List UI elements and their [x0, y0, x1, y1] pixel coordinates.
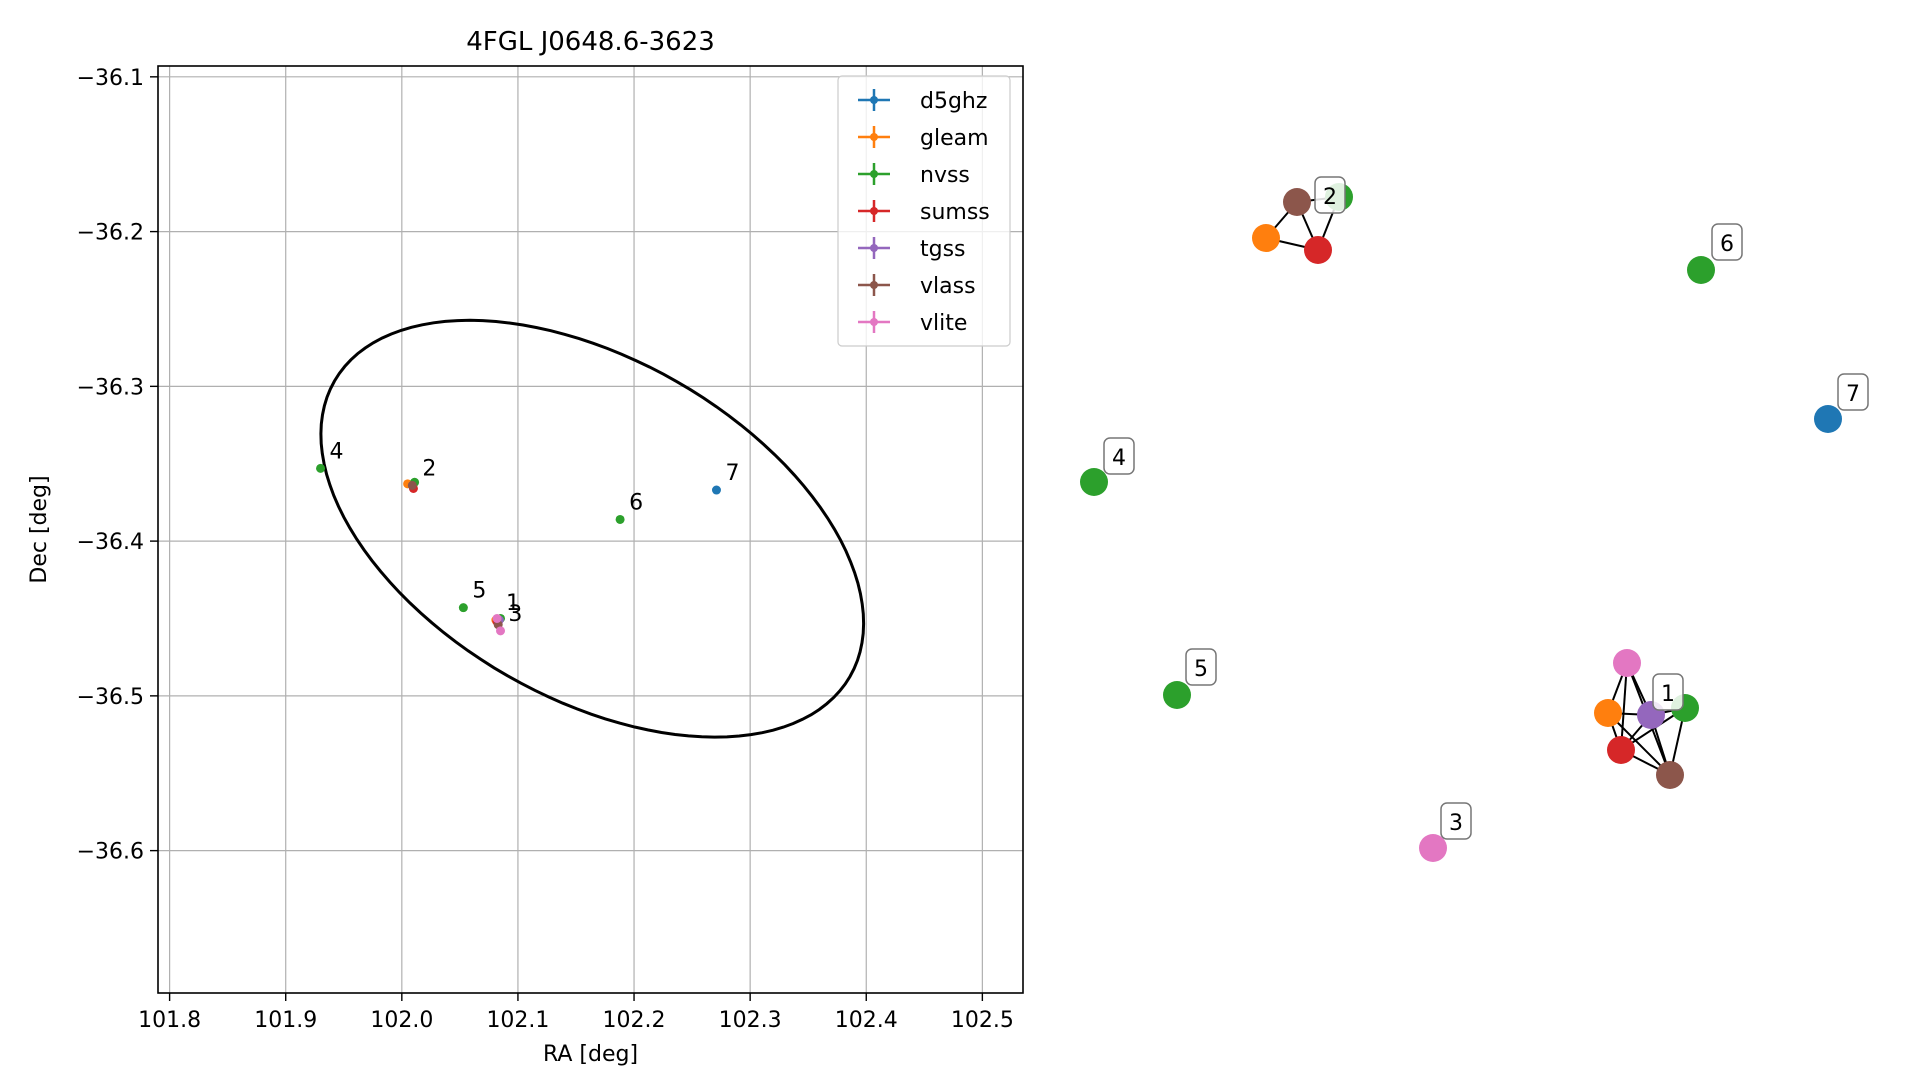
- data-point-vlite: [492, 613, 502, 623]
- network-label-box: [1711, 223, 1743, 261]
- y-tick-label: −36.6: [77, 840, 144, 865]
- data-point-vlass: [407, 480, 417, 490]
- y-tick-label: −36.5: [77, 685, 144, 710]
- legend: d5ghz gleam nvss sumss tgss vlass vlite: [837, 75, 1011, 347]
- y-tick-label: −36.3: [77, 375, 144, 400]
- network-label-2: 2: [1323, 185, 1337, 210]
- legend-marker-dot: [870, 318, 878, 326]
- network-node-nvss: [1687, 256, 1715, 284]
- point-label-4: 4: [330, 439, 344, 464]
- network-node-sumss: [1607, 736, 1635, 764]
- data-point-nvss: [316, 463, 326, 473]
- x-tick-label: 101.9: [254, 1008, 317, 1033]
- data-point-vlite: [496, 626, 506, 636]
- network-label-5: 5: [1194, 657, 1208, 682]
- network-node-gleam: [1252, 224, 1280, 252]
- legend-label-sumss: sumss: [920, 200, 990, 225]
- x-tick-label: 102.3: [719, 1008, 782, 1033]
- x-tick-label: 102.4: [835, 1008, 898, 1033]
- network-group-1: 1: [1594, 649, 1699, 789]
- legend-label-nvss: nvss: [920, 163, 970, 188]
- network-node-nvss: [1080, 468, 1108, 496]
- network-node-vlite: [1613, 649, 1641, 677]
- data-point-nvss: [615, 514, 625, 524]
- points-layer: [316, 463, 721, 636]
- plot-frame: [157, 65, 1024, 994]
- point-label-6: 6: [629, 490, 643, 515]
- network-label-3: 3: [1449, 811, 1463, 836]
- legend-label-tgss: tgss: [920, 237, 966, 262]
- y-tick-label: −36.1: [77, 66, 144, 91]
- error-ellipse-layer: [319, 318, 866, 739]
- network-group-2: 2: [1252, 176, 1353, 264]
- network-node-gleam: [1594, 699, 1622, 727]
- network-node-sumss: [1304, 236, 1332, 264]
- network-label-6: 6: [1720, 232, 1734, 257]
- point-label-1: 1: [506, 591, 520, 616]
- legend-marker-dot: [870, 207, 878, 215]
- network-group-5: 5: [1163, 648, 1217, 709]
- network-label-box: [1103, 437, 1135, 475]
- error-ellipse: [319, 318, 866, 739]
- network-group-4: 4: [1080, 437, 1135, 496]
- network-group-6: 6: [1687, 223, 1743, 284]
- network-node-nvss: [1163, 681, 1191, 709]
- x-tick-label: 102.5: [951, 1008, 1014, 1033]
- x-tick-label: 102.0: [370, 1008, 433, 1033]
- legend-label-vlass: vlass: [920, 274, 976, 299]
- network-label-box: [1837, 373, 1869, 411]
- legend-label-gleam: gleam: [920, 126, 989, 151]
- legend-label-d5ghz: d5ghz: [920, 89, 987, 114]
- x-axis-title: RA [deg]: [543, 1042, 638, 1067]
- legend-marker-dot: [870, 133, 878, 141]
- legend-marker-dot: [870, 244, 878, 252]
- network-edge: [1620, 662, 1628, 751]
- legend-box: [837, 75, 1011, 347]
- y-tick-label: −36.2: [77, 221, 144, 246]
- network-node-d5ghz: [1814, 405, 1842, 433]
- chart-title: 4FGL J0648.6-3623: [466, 27, 715, 57]
- network-panel: 1 2 3 4 5 6 7: [1080, 176, 1869, 862]
- legend-marker-dot: [870, 170, 878, 178]
- legend-label-vlite: vlite: [920, 311, 967, 336]
- network-label-box: [1652, 673, 1684, 711]
- network-label-box: [1185, 648, 1217, 686]
- network-label-box: [1314, 176, 1346, 214]
- legend-marker-dot: [870, 281, 878, 289]
- network-group-3: 3: [1419, 802, 1472, 862]
- point-label-2: 2: [422, 456, 436, 481]
- point-labels-layer: 1 2 3 4 5 6 7: [330, 439, 740, 626]
- network-node-vlass: [1656, 761, 1684, 789]
- point-label-7: 7: [725, 461, 739, 486]
- network-label-box: [1440, 802, 1472, 840]
- y-axis-title: Dec [deg]: [27, 475, 52, 583]
- data-point-nvss: [458, 603, 468, 613]
- x-tick-label: 102.2: [603, 1008, 666, 1033]
- point-label-5: 5: [472, 579, 486, 604]
- legend-marker-dot: [870, 96, 878, 104]
- network-label-4: 4: [1112, 446, 1126, 471]
- point-label-3: 3: [508, 602, 522, 627]
- y-tick-label: −36.4: [77, 530, 144, 555]
- x-tick-label: 102.1: [486, 1008, 549, 1033]
- data-point-d5ghz: [711, 485, 721, 495]
- scatter-panel: 4FGL J0648.6-3623 1 2 3 4 5 6 7 101.8 101.9 102.…: [27, 27, 1024, 1067]
- grid: [158, 66, 1023, 993]
- network-node-vlite: [1419, 834, 1447, 862]
- network-group-7: 7: [1814, 373, 1869, 433]
- network-node-vlass: [1283, 188, 1311, 216]
- network-label-1: 1: [1661, 682, 1675, 707]
- x-tick-label: 101.8: [138, 1008, 201, 1033]
- ticks-layer: 101.8 101.9 102.0 102.1 102.2 102.3 102.4 102.5…: [77, 66, 1014, 1033]
- network-edge: [1607, 712, 1671, 776]
- network-label-7: 7: [1846, 382, 1860, 407]
